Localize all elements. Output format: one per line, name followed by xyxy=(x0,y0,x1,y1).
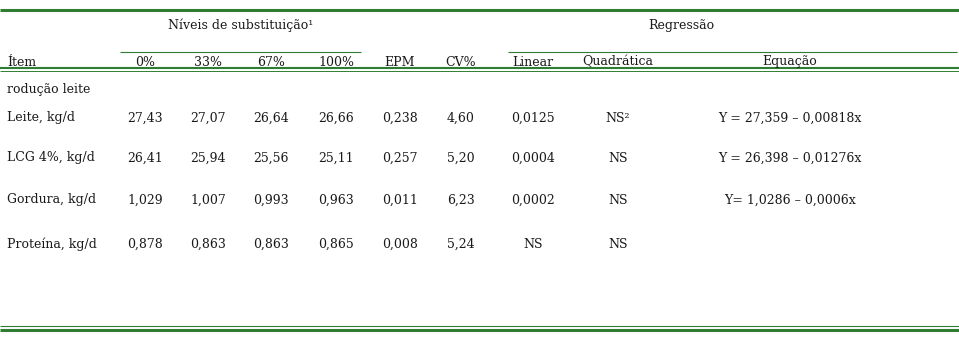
Text: NS²: NS² xyxy=(606,112,630,124)
Text: 0,878: 0,878 xyxy=(128,237,163,251)
Text: 4,60: 4,60 xyxy=(447,112,475,124)
Text: Equação: Equação xyxy=(762,56,817,69)
Text: NS: NS xyxy=(608,237,628,251)
Text: Quadrática: Quadrática xyxy=(582,56,653,69)
Text: Níveis de substituição¹: Níveis de substituição¹ xyxy=(168,18,314,32)
Text: 1,029: 1,029 xyxy=(128,193,163,207)
Text: 26,41: 26,41 xyxy=(128,151,163,164)
Text: 100%: 100% xyxy=(318,56,354,69)
Text: 0,0125: 0,0125 xyxy=(511,112,555,124)
Text: 0,0004: 0,0004 xyxy=(511,151,555,164)
Text: Proteína, kg/d: Proteína, kg/d xyxy=(7,237,97,251)
Text: 0,863: 0,863 xyxy=(253,237,289,251)
Text: Ítem: Ítem xyxy=(7,56,36,69)
Text: 6,23: 6,23 xyxy=(447,193,475,207)
Text: 0,011: 0,011 xyxy=(382,193,418,207)
Text: 0%: 0% xyxy=(135,56,155,69)
Text: 27,43: 27,43 xyxy=(128,112,163,124)
Text: 0,865: 0,865 xyxy=(318,237,354,251)
Text: CV%: CV% xyxy=(446,56,477,69)
Text: Linear: Linear xyxy=(512,56,553,69)
Text: Leite, kg/d: Leite, kg/d xyxy=(7,112,75,124)
Text: NS: NS xyxy=(524,237,543,251)
Text: LCG 4%, kg/d: LCG 4%, kg/d xyxy=(7,151,95,164)
Text: 0,993: 0,993 xyxy=(253,193,289,207)
Text: 26,66: 26,66 xyxy=(318,112,354,124)
Text: Y= 1,0286 – 0,0006x: Y= 1,0286 – 0,0006x xyxy=(724,193,855,207)
Text: 0,963: 0,963 xyxy=(318,193,354,207)
Text: 0,0002: 0,0002 xyxy=(511,193,555,207)
Text: 0,008: 0,008 xyxy=(382,237,418,251)
Text: 27,07: 27,07 xyxy=(190,112,225,124)
Text: Gordura, kg/d: Gordura, kg/d xyxy=(7,193,96,207)
Text: 26,64: 26,64 xyxy=(253,112,289,124)
Text: Y = 26,398 – 0,01276x: Y = 26,398 – 0,01276x xyxy=(718,151,862,164)
Text: 25,94: 25,94 xyxy=(190,151,225,164)
Text: 0,257: 0,257 xyxy=(383,151,418,164)
Text: EPM: EPM xyxy=(385,56,415,69)
Text: 1,007: 1,007 xyxy=(190,193,226,207)
Text: 5,24: 5,24 xyxy=(447,237,475,251)
Text: 67%: 67% xyxy=(257,56,285,69)
Text: 33%: 33% xyxy=(194,56,222,69)
Text: 25,56: 25,56 xyxy=(253,151,289,164)
Text: rodução leite: rodução leite xyxy=(7,84,90,97)
Text: 0,863: 0,863 xyxy=(190,237,226,251)
Text: NS: NS xyxy=(608,193,628,207)
Text: NS: NS xyxy=(608,151,628,164)
Text: Regressão: Regressão xyxy=(648,18,714,31)
Text: Y = 27,359 – 0,00818x: Y = 27,359 – 0,00818x xyxy=(718,112,862,124)
Text: 5,20: 5,20 xyxy=(447,151,475,164)
Text: 25,11: 25,11 xyxy=(318,151,354,164)
Text: 0,238: 0,238 xyxy=(382,112,418,124)
